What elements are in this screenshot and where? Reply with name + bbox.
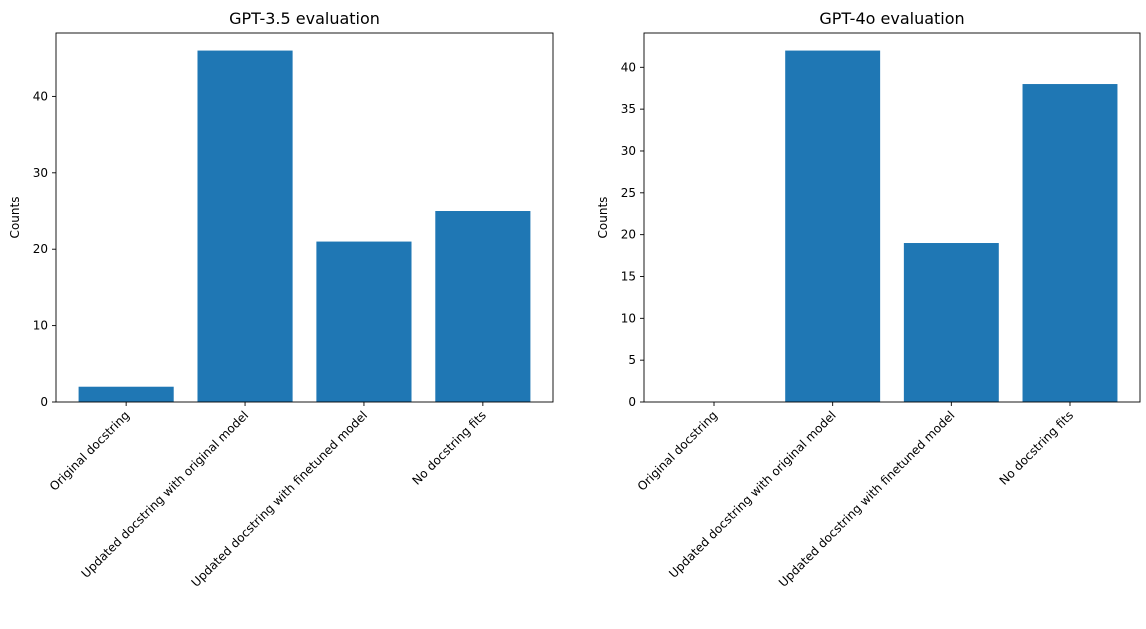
x-tick-label: Original docstring xyxy=(635,408,720,493)
y-tick-label: 25 xyxy=(621,186,636,200)
bar xyxy=(903,243,999,402)
y-tick-label: 30 xyxy=(33,166,48,180)
y-tick-label: 0 xyxy=(628,395,636,409)
y-tick-label: 40 xyxy=(33,89,48,103)
y-tick-label: 35 xyxy=(621,102,636,116)
x-tick-label: No docstring fits xyxy=(409,408,489,488)
y-tick-label: 5 xyxy=(628,353,636,367)
y-tick-label: 10 xyxy=(33,319,48,333)
bar xyxy=(785,50,881,402)
axes-frame xyxy=(643,32,1141,403)
y-tick-label: 20 xyxy=(621,228,636,242)
x-tick-label: Original docstring xyxy=(47,408,132,493)
subplot-2: GPT-4o evaluation 0 5 10 15 20 25 30 35 40 Origina… xyxy=(596,9,1141,590)
subplot-1: GPT-3.5 evaluation 0 10 20 30 40 Original docs… xyxy=(8,9,554,590)
y-tick-label: 40 xyxy=(621,60,636,74)
axes-frame xyxy=(55,32,554,403)
y-tick-label: 30 xyxy=(621,144,636,158)
bar xyxy=(1022,84,1118,402)
bar xyxy=(197,50,293,402)
bar xyxy=(316,241,412,402)
y-tick-label: 20 xyxy=(33,242,48,256)
bar xyxy=(78,386,174,402)
x-tick-label: No docstring fits xyxy=(997,408,1077,488)
chart-title: GPT-4o evaluation xyxy=(819,9,964,28)
y-tick-label: 10 xyxy=(621,311,636,325)
y-tick-label: 0 xyxy=(40,395,48,409)
bar xyxy=(435,211,531,402)
y-axis-label: Counts xyxy=(8,197,22,239)
y-tick-label: 15 xyxy=(621,269,636,283)
y-axis-label: Counts xyxy=(596,197,610,239)
chart-title: GPT-3.5 evaluation xyxy=(229,9,380,28)
